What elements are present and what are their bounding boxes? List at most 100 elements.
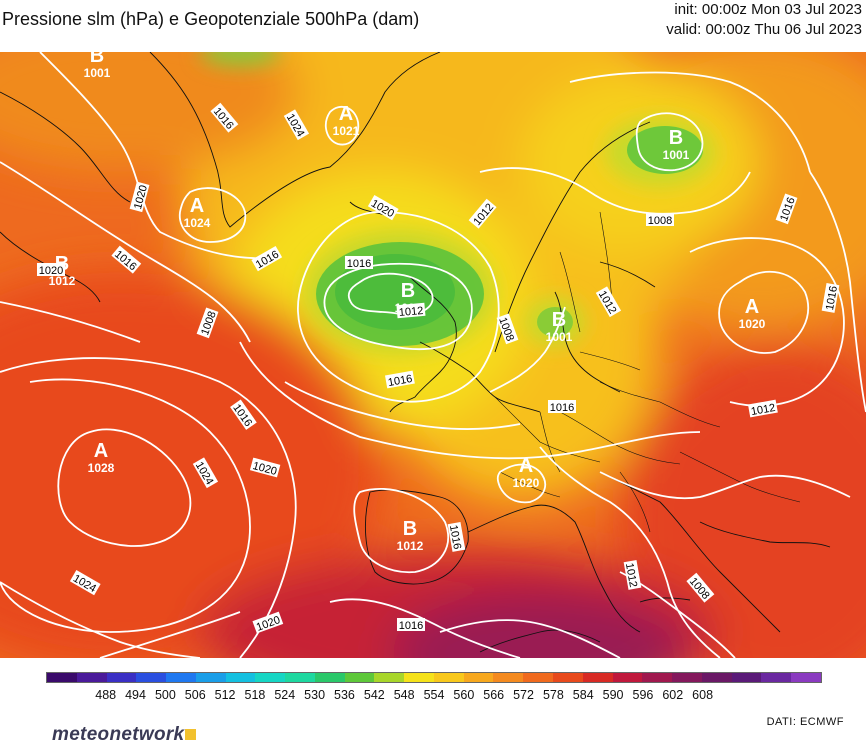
svg-text:1020: 1020 (39, 265, 63, 277)
isobar-label: 1016 (821, 282, 840, 313)
center-pressure-value: 1012 (397, 539, 424, 553)
legend-swatch (255, 673, 286, 682)
legend-swatch (582, 673, 613, 682)
borders (494, 211, 801, 533)
svg-text:1016: 1016 (387, 373, 413, 389)
center-type-label: B (90, 52, 104, 67)
brand-logo: meteonetwork (52, 724, 197, 746)
legend-swatch (136, 673, 167, 682)
center-pressure-value: 1001 (663, 148, 690, 162)
legend-swatch (314, 673, 345, 682)
legend-tick-label: 554 (423, 688, 445, 702)
isobars (0, 52, 866, 658)
run-info: init: 00:00z Mon 03 Jul 2023 valid: 00:0… (666, 0, 862, 40)
legend-tick-label: 548 (393, 688, 415, 702)
legend-tick-label: 530 (304, 688, 326, 702)
legend-tick-label: 572 (513, 688, 534, 702)
svg-text:1016: 1016 (550, 402, 574, 414)
legend-tick-label: 542 (363, 688, 385, 702)
center-pressure-value: 1028 (88, 461, 115, 475)
legend-tick-label: 596 (632, 688, 654, 702)
valid-time: valid: 00:00z Thu 06 Jul 2023 (666, 21, 862, 38)
legend-swatch (225, 673, 256, 682)
legend-tick-label: 536 (334, 688, 355, 702)
svg-text:1012: 1012 (750, 402, 776, 418)
svg-text:1016: 1016 (824, 285, 840, 311)
isobar-label: 1016 (345, 256, 373, 270)
legend-swatch (106, 673, 137, 682)
center-pressure-value: 1001 (546, 330, 573, 344)
legend-tick-label: 506 (184, 688, 206, 702)
legend-tick-label: 602 (662, 688, 684, 702)
legend-ticks: 488 494 500 506 512 518 524 530 536 542 548 554 560 5… (46, 683, 822, 703)
isobar-label: 1012 (396, 302, 426, 319)
isobar-label: 1016 (397, 618, 425, 632)
svg-text:1016: 1016 (347, 258, 371, 270)
center-type-label: B (552, 309, 566, 331)
legend-swatch (47, 673, 77, 682)
legend-tick-label: 584 (572, 688, 594, 702)
legend-swatch (672, 673, 702, 682)
isobar-label: 1012 (747, 399, 778, 418)
legend-swatch (404, 673, 434, 682)
center-type-label: A (94, 440, 108, 462)
isobar-label: 1016 (548, 400, 576, 414)
legend-swatch (76, 673, 107, 682)
isobar-label: 1016 (447, 521, 466, 552)
center-type-label: A (519, 455, 533, 477)
legend-tick-label: 560 (453, 688, 475, 702)
legend-swatch (731, 673, 762, 682)
center-pressure-value: 1021 (333, 124, 360, 138)
legend-swatch (791, 673, 821, 682)
legend-swatch (285, 673, 315, 682)
legend-tick-label: 608 (692, 688, 714, 702)
geopotential-field (0, 52, 866, 658)
legend-swatch (195, 673, 226, 682)
legend-swatch (612, 673, 643, 682)
isobar-label: 1008 (646, 213, 674, 227)
center-pressure-value: 1024 (184, 216, 211, 230)
legend-swatch (701, 673, 732, 682)
legend-tick-label: 566 (483, 688, 505, 702)
center-pressure-value: 1020 (739, 317, 766, 331)
legend-tick-label: 524 (274, 688, 296, 702)
map-canvas: B1001A1021A1024B1012B1002B1001B1001A1020… (0, 52, 866, 658)
center-type-label: B (401, 280, 415, 302)
legend-tick-label: 488 (95, 688, 117, 702)
isobar-label: 1016 (384, 370, 415, 389)
legend-tick-label: 512 (214, 688, 236, 702)
forecast-map[interactable]: B1001A1021A1024B1012B1002B1001B1001A1020… (0, 52, 866, 658)
coastlines (0, 52, 831, 653)
map-title: Pressione slm (hPa) e Geopotenziale 500h… (2, 9, 420, 29)
brand-square-icon (185, 729, 197, 740)
legend-swatch (493, 673, 524, 682)
data-source: DATI: ECMWF (766, 716, 844, 728)
legend-tick-label: 518 (244, 688, 266, 702)
legend-tick-label: 590 (602, 688, 624, 702)
svg-text:1016: 1016 (399, 620, 423, 632)
center-pressure-value: 1012 (49, 274, 76, 288)
legend-tick-label: 500 (154, 688, 176, 702)
center-type-label: A (339, 103, 353, 125)
legend-swatch (166, 673, 196, 682)
init-time: init: 00:00z Mon 03 Jul 2023 (674, 1, 862, 18)
legend-swatch (642, 673, 673, 682)
legend-swatch (761, 673, 792, 682)
center-type-label: A (190, 195, 204, 217)
legend-swatch (463, 673, 494, 682)
center-type-label: A (745, 296, 759, 318)
center-type-label: B (403, 518, 417, 540)
legend-swatch (553, 673, 583, 682)
isobar-label: 1012 (623, 559, 642, 590)
color-legend: 488 494 500 506 512 518 524 530 536 542 548 554 560 5… (46, 672, 822, 708)
legend-swatch (523, 673, 554, 682)
legend-tick-label: 578 (542, 688, 564, 702)
